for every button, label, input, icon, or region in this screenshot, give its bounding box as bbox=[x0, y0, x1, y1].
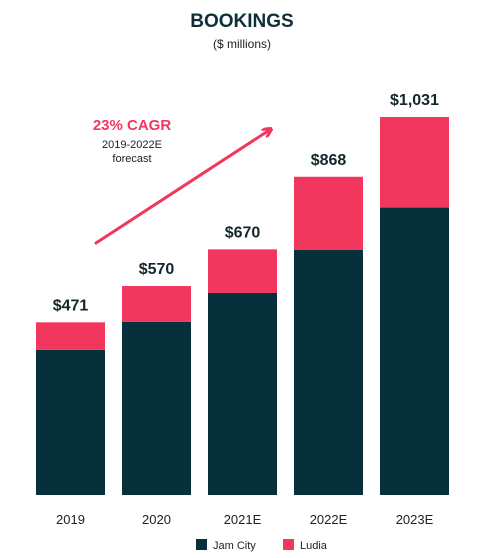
bar-ludia-2023e bbox=[380, 117, 449, 208]
chart-subtitle: ($ millions) bbox=[213, 37, 271, 51]
total-labels-group: $471 $570 $670 $868 $1,031 bbox=[53, 92, 439, 314]
legend-label-jam-city: Jam City bbox=[213, 540, 256, 552]
total-label-2021e: $670 bbox=[225, 224, 261, 241]
total-label-2023e: $1,031 bbox=[390, 92, 439, 109]
bar-ludia-2021e bbox=[208, 249, 277, 293]
x-tick-2023e: 2023E bbox=[396, 512, 434, 527]
bar-jam-city-2020 bbox=[122, 321, 191, 495]
cagr-headline: 23% CAGR bbox=[93, 117, 172, 134]
legend-swatch-ludia bbox=[283, 539, 294, 550]
bar-jam-city-2023e bbox=[380, 207, 449, 495]
bar-jam-city-2019 bbox=[36, 349, 105, 495]
cagr-annotation: 23% CAGR 2019-2022E forecast bbox=[93, 117, 268, 245]
legend-label-ludia: Ludia bbox=[300, 540, 328, 552]
cagr-arrow bbox=[94, 131, 268, 245]
legend-swatch-jam-city bbox=[196, 539, 207, 550]
total-label-2019: $471 bbox=[53, 297, 89, 314]
bar-ludia-2022e bbox=[294, 176, 363, 250]
chart-title: BOOKINGS bbox=[190, 11, 293, 32]
x-tick-2019: 2019 bbox=[56, 512, 85, 527]
bar-ludia-2019 bbox=[36, 322, 105, 350]
cagr-note: forecast bbox=[112, 153, 151, 165]
legend: Jam City Ludia bbox=[196, 539, 328, 552]
bar-ludia-2020 bbox=[122, 286, 191, 322]
cagr-period: 2019-2022E bbox=[102, 139, 162, 151]
bar-jam-city-2022e bbox=[294, 249, 363, 495]
total-label-2022e: $868 bbox=[311, 152, 347, 169]
x-tick-2021e: 2021E bbox=[224, 512, 262, 527]
x-tick-2022e: 2022E bbox=[310, 512, 348, 527]
x-tick-labels-group: 2019 2020 2021E 2022E 2023E bbox=[56, 512, 434, 527]
bar-jam-city-2021e bbox=[208, 292, 277, 495]
bars-group bbox=[36, 117, 449, 495]
x-tick-2020: 2020 bbox=[142, 512, 171, 527]
total-label-2020: $570 bbox=[139, 261, 175, 278]
